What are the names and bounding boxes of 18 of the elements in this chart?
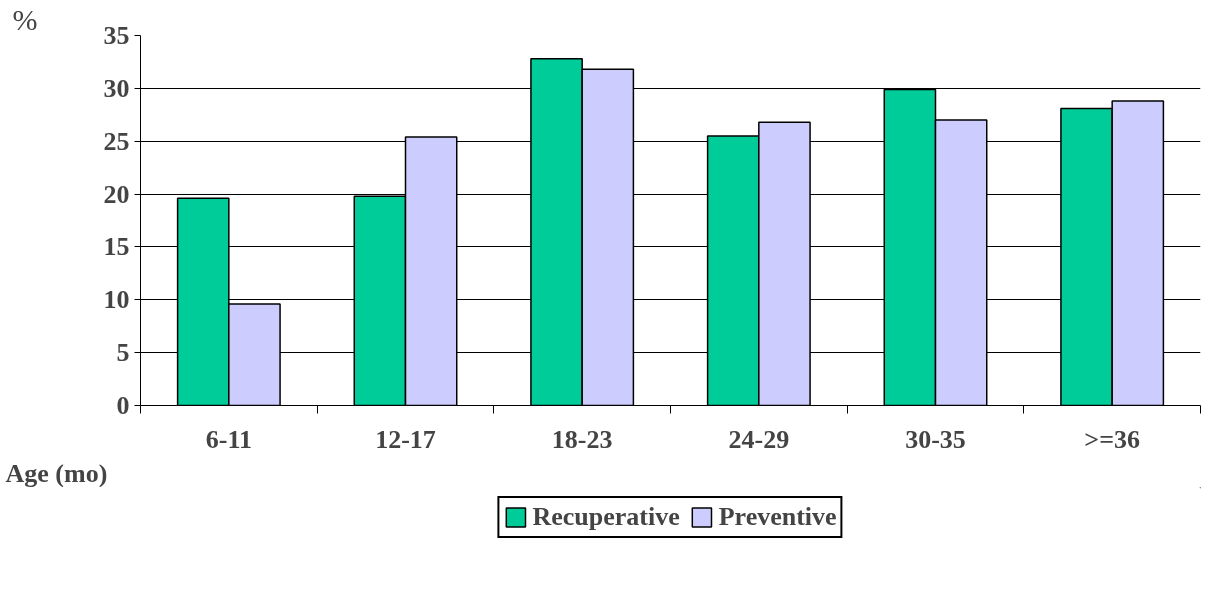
x-tick-label: >=36: [1084, 424, 1140, 454]
x-tick-label: 12-17: [375, 424, 436, 454]
x-tick-label: 24-29: [728, 424, 790, 454]
y-tick-label: 35: [103, 21, 130, 50]
y-tick-label: 10: [103, 285, 130, 315]
y-tick-label: 5: [116, 338, 130, 368]
y-tick-label: 0: [116, 391, 130, 420]
y-tick-label: 20: [103, 179, 130, 209]
y-tick-label: 15: [103, 232, 130, 262]
y-tick-label: 25: [103, 126, 130, 156]
x-axis-title: Age (mo): [5, 458, 108, 488]
legend-label: Recuperative: [532, 502, 680, 532]
legend-label: Preventive: [718, 502, 837, 532]
y-axis-title: %: [12, 2, 38, 36]
x-tick-label: 30-35: [905, 424, 966, 454]
y-tick-label: 30: [103, 73, 130, 103]
x-tick-label: 18-23: [551, 424, 613, 454]
x-tick-label: 6-11: [205, 424, 252, 454]
